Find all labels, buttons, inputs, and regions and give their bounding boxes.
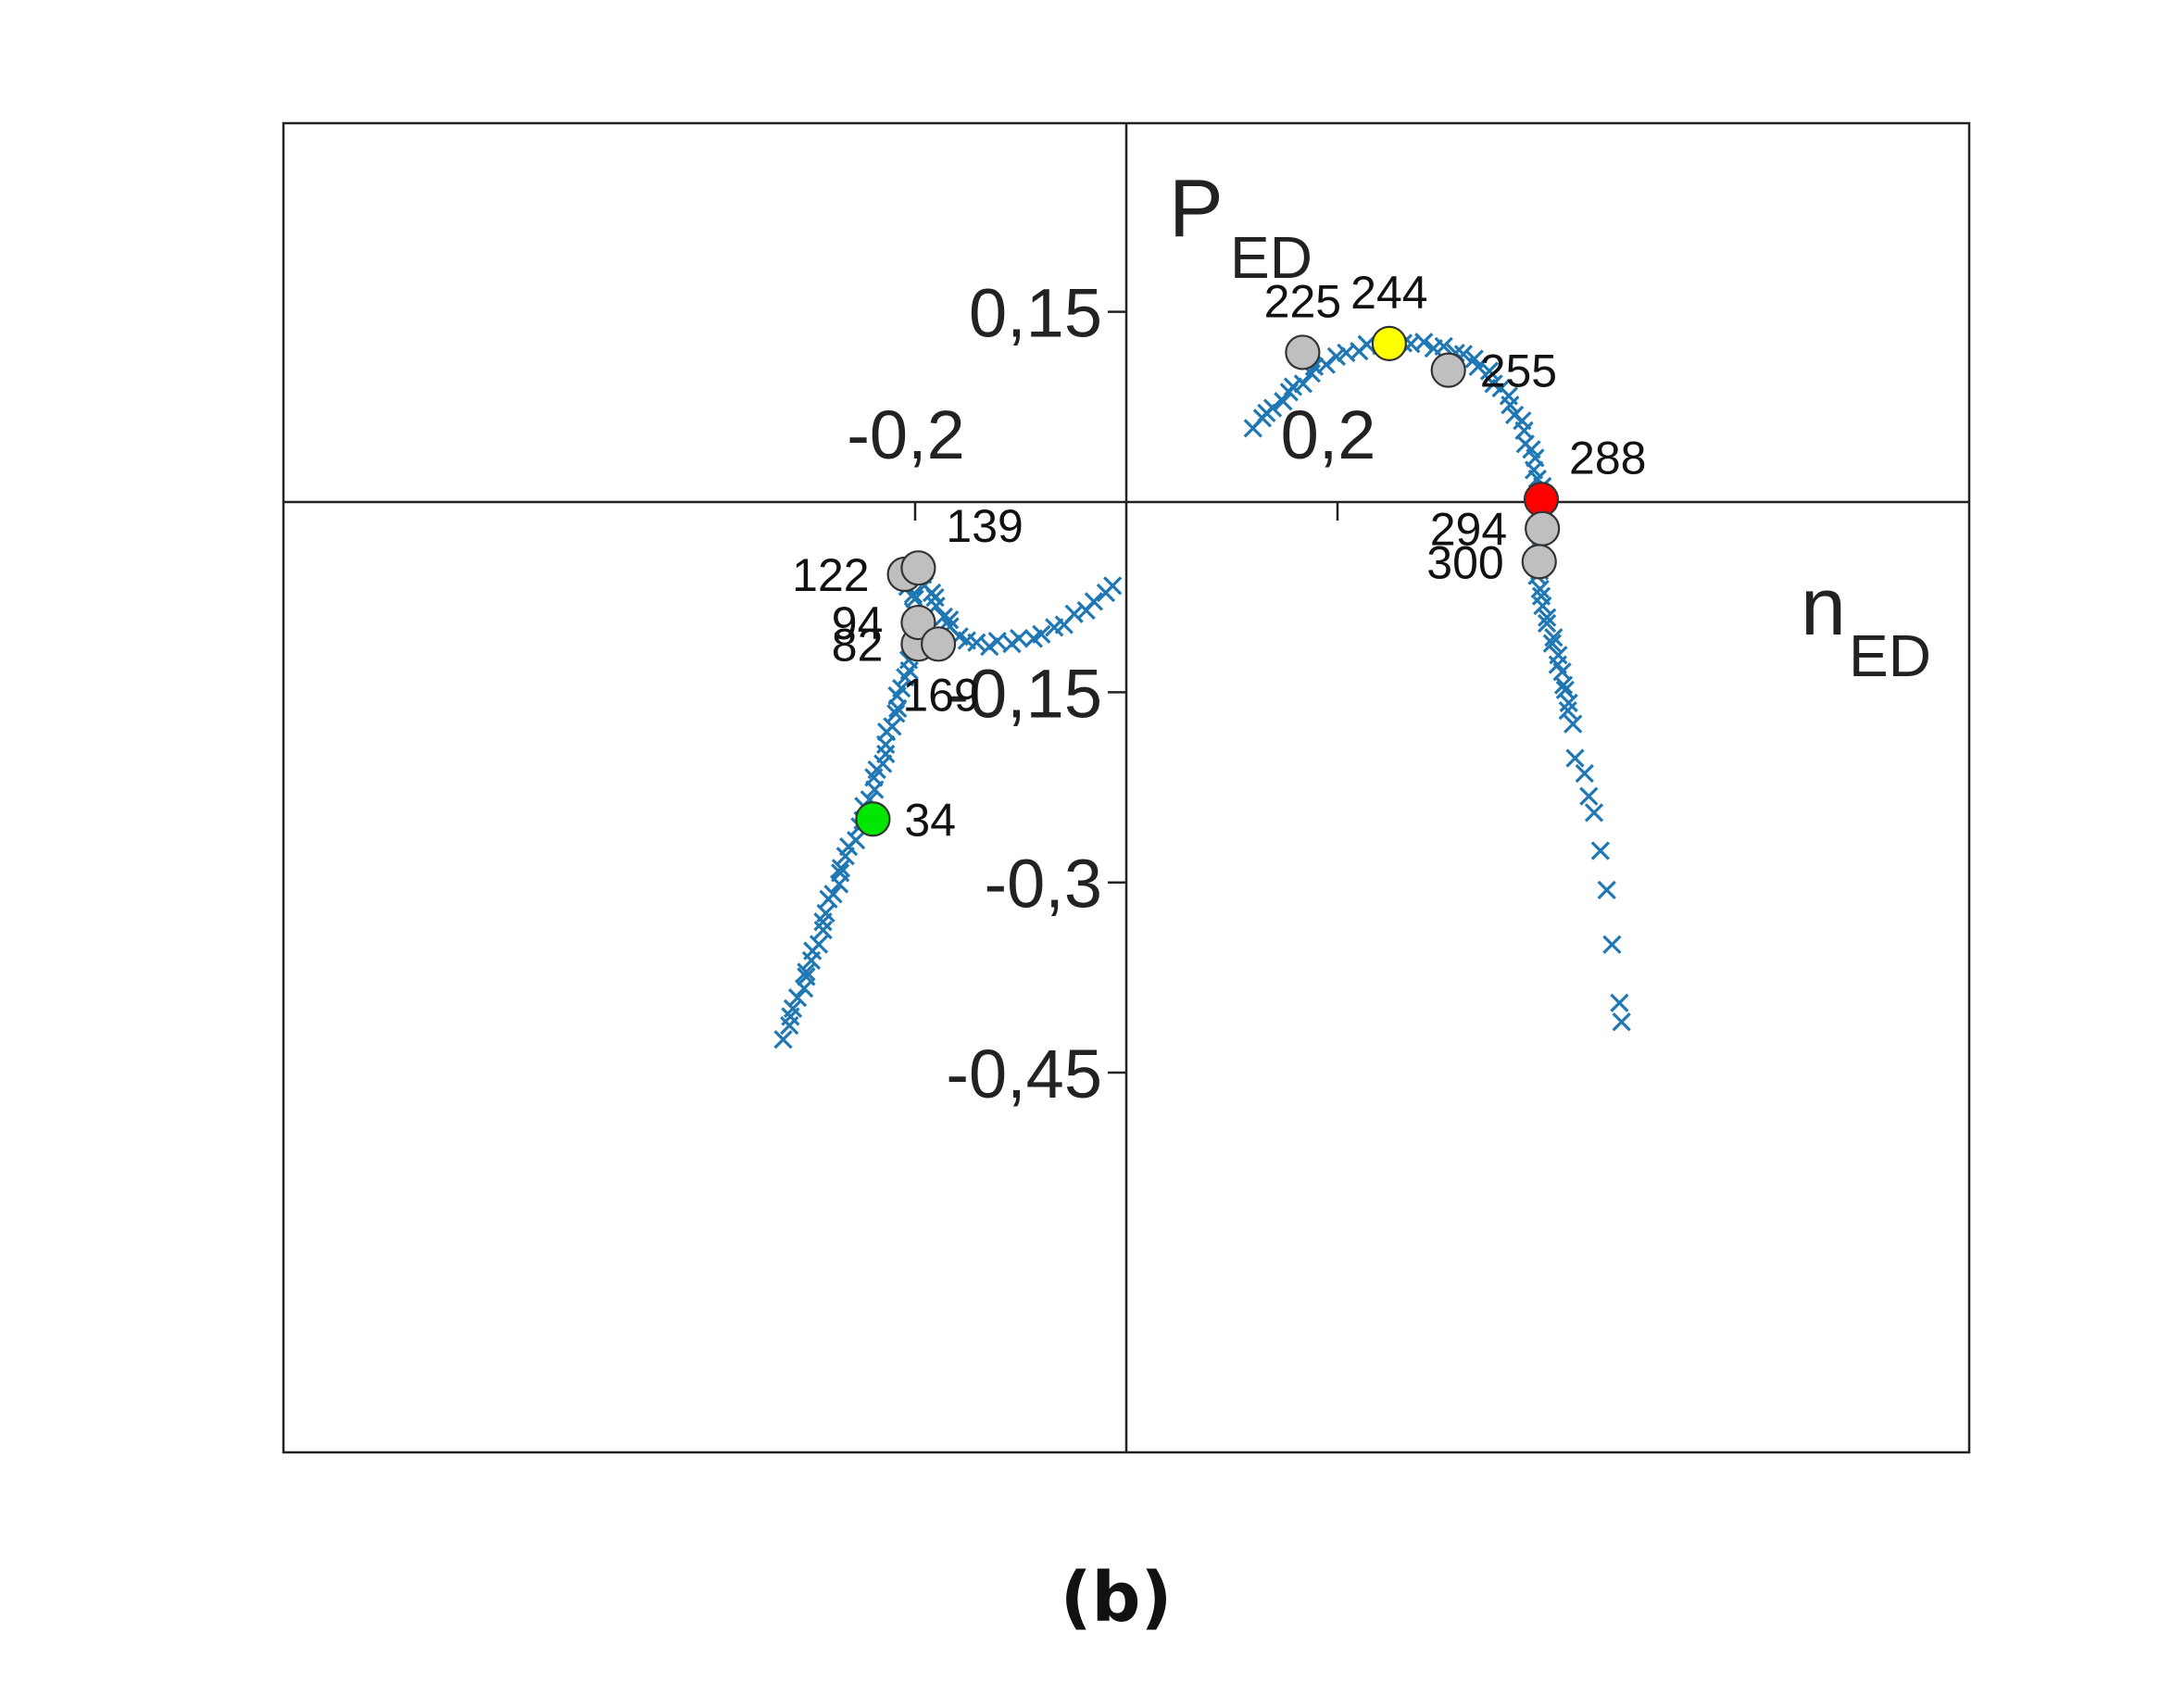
trace-point xyxy=(813,921,833,940)
trace-point xyxy=(787,987,808,1008)
trace-point xyxy=(823,885,843,904)
y-tick-label: -0,3 xyxy=(984,846,1102,923)
trace-point xyxy=(1559,693,1578,713)
trace-point xyxy=(1293,374,1313,394)
trace-point xyxy=(1563,714,1583,734)
highlight-point-34 xyxy=(855,801,891,837)
trace-point xyxy=(1610,993,1629,1012)
trace-point xyxy=(905,589,924,609)
y-axis-label-main: P xyxy=(1169,162,1224,254)
x-axis-label: n ED xyxy=(1801,560,1931,689)
x-tick-label: -0,2 xyxy=(847,396,965,473)
trace-point xyxy=(1575,763,1594,784)
highlight-point-label: 139 xyxy=(946,500,1023,552)
trace-point xyxy=(783,998,803,1019)
trace-point xyxy=(1612,1012,1631,1032)
trace-point xyxy=(1533,596,1552,616)
trace-point xyxy=(883,717,902,736)
trace-point xyxy=(831,863,850,883)
highlight-point-label: 169 xyxy=(902,669,979,721)
trace-point xyxy=(846,831,866,850)
trace-point xyxy=(1537,613,1557,634)
trace-point xyxy=(1538,608,1557,627)
highlight-point-label: 300 xyxy=(1426,536,1503,588)
trace-point xyxy=(1326,346,1346,366)
highlight-point-300 xyxy=(1521,544,1557,580)
trace-point xyxy=(987,632,1007,651)
y-tick-label: -0,15 xyxy=(946,655,1102,732)
highlight-point-label: 288 xyxy=(1569,432,1646,484)
trace-point xyxy=(1064,604,1084,623)
highlight-point-label: 34 xyxy=(904,794,956,846)
y-tick-label: 0,15 xyxy=(969,275,1102,352)
trace-point xyxy=(967,633,986,652)
trace-point xyxy=(1084,592,1104,611)
trace-point xyxy=(1590,841,1610,860)
trace-point xyxy=(892,678,911,698)
trace-point xyxy=(797,962,816,982)
panel-label: (b) xyxy=(1061,1558,1173,1638)
trace-point xyxy=(809,935,829,954)
highlight-point-label: 225 xyxy=(1264,275,1341,327)
trace-point xyxy=(1530,579,1550,599)
trace-point xyxy=(1558,700,1577,721)
y-tick-label: -0,45 xyxy=(946,1036,1102,1112)
highlight-point-label: 244 xyxy=(1350,267,1427,319)
trace-point xyxy=(816,903,835,923)
trace-point xyxy=(1553,675,1574,695)
trace-point xyxy=(797,967,816,986)
trace-point xyxy=(934,607,954,626)
highlight-point-225 xyxy=(1285,334,1321,370)
highlight-point-294 xyxy=(1525,510,1561,546)
x-tick-label: 0,2 xyxy=(1281,396,1376,473)
trace-point xyxy=(1468,357,1488,376)
trace-point xyxy=(1479,361,1500,381)
highlight-point-label: 294 xyxy=(1430,504,1507,556)
highlight-point-label: 255 xyxy=(1480,345,1557,397)
trace-point xyxy=(1274,392,1293,411)
highlight-point-255 xyxy=(1430,352,1466,388)
highlight-point-label: 82 xyxy=(832,619,884,671)
highlight-point-label: 122 xyxy=(792,549,869,601)
trace-point xyxy=(1565,748,1585,768)
trace-point xyxy=(1501,396,1520,415)
highlight-point-169 xyxy=(920,626,957,662)
highlight-point-label: 94 xyxy=(832,597,884,649)
trace-point xyxy=(1434,336,1453,357)
x-axis-label-main: n xyxy=(1801,560,1846,652)
trace-point xyxy=(1009,628,1029,648)
x-axis-label-sub: ED xyxy=(1849,622,1931,689)
trace-point xyxy=(1597,880,1616,900)
trace-point xyxy=(1262,398,1283,418)
trace-point xyxy=(1542,634,1562,653)
highlight-point-244 xyxy=(1371,325,1407,361)
trace-point xyxy=(1602,935,1622,954)
trace-point xyxy=(773,1030,793,1049)
trace-point xyxy=(1544,628,1563,647)
y-axis-label-sub: ED xyxy=(1230,224,1312,291)
trace-point xyxy=(1103,576,1123,596)
trace-point xyxy=(940,610,960,630)
trace-point xyxy=(1414,333,1434,352)
trace-point xyxy=(831,859,851,878)
trace-point xyxy=(1032,624,1051,644)
highlight-point-139 xyxy=(900,550,936,586)
trace-point xyxy=(1584,803,1604,823)
y-axis-label: P ED xyxy=(1169,162,1312,291)
trace-point xyxy=(886,704,906,723)
trace-point xyxy=(980,637,999,657)
trace-point xyxy=(1579,786,1599,806)
